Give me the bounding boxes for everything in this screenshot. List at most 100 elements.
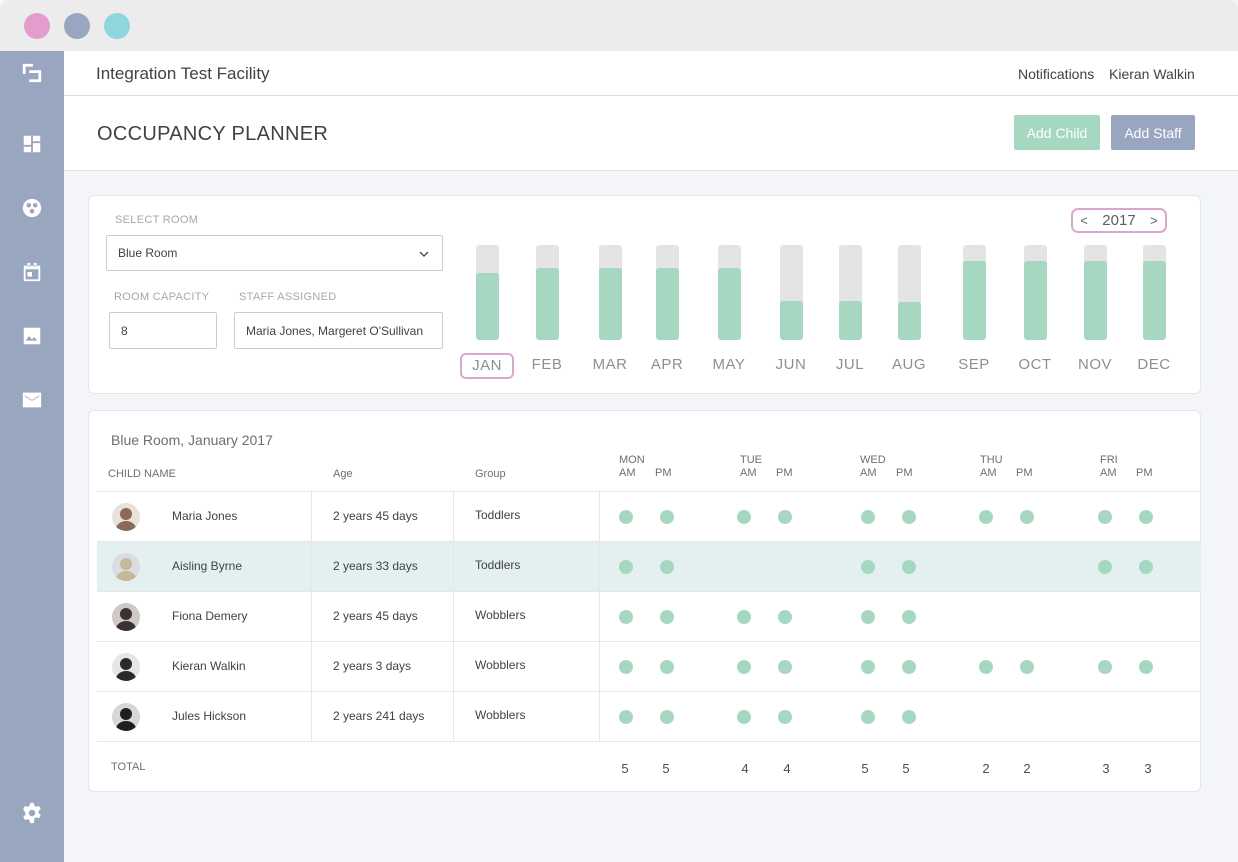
session-dot[interactable] bbox=[1020, 510, 1034, 524]
month-label-jan[interactable]: JAN bbox=[460, 353, 514, 379]
session-dot[interactable] bbox=[861, 510, 875, 524]
session-dot[interactable] bbox=[1139, 510, 1153, 524]
child-age: 2 years 45 days bbox=[333, 609, 418, 623]
image-icon[interactable] bbox=[20, 324, 44, 348]
session-dot[interactable] bbox=[619, 710, 633, 724]
table-row[interactable]: Aisling Byrne 2 years 33 days Toddlers bbox=[97, 541, 1201, 591]
session-dot[interactable] bbox=[737, 510, 751, 524]
staff-assigned-input[interactable]: Maria Jones, Margeret O'Sullivan bbox=[234, 312, 443, 349]
session-dot[interactable] bbox=[778, 510, 792, 524]
occupancy-bar-oct[interactable] bbox=[1024, 245, 1047, 340]
calendar-icon[interactable] bbox=[20, 260, 44, 284]
table-row[interactable]: Fiona Demery 2 years 45 days Wobblers bbox=[97, 591, 1201, 641]
session-dot[interactable] bbox=[660, 510, 674, 524]
occupancy-bar-feb[interactable] bbox=[536, 245, 559, 340]
room-select[interactable]: Blue Room bbox=[106, 235, 443, 271]
session-dot[interactable] bbox=[1098, 660, 1112, 674]
window-close-dot[interactable] bbox=[24, 13, 50, 39]
child-name[interactable]: Kieran Walkin bbox=[172, 659, 246, 673]
session-dot[interactable] bbox=[979, 510, 993, 524]
session-dot[interactable] bbox=[1098, 510, 1112, 524]
session-dot[interactable] bbox=[902, 610, 916, 624]
session-dot[interactable] bbox=[660, 610, 674, 624]
month-label-aug[interactable]: AUG bbox=[891, 356, 926, 373]
occupancy-bar-sep[interactable] bbox=[963, 245, 986, 340]
session-dot[interactable] bbox=[902, 560, 916, 574]
month-label-feb[interactable]: FEB bbox=[531, 356, 563, 373]
month-label-nov[interactable]: NOV bbox=[1077, 356, 1112, 373]
children-icon[interactable] bbox=[20, 196, 44, 220]
month-label-sep[interactable]: SEP bbox=[958, 356, 990, 373]
add-staff-button[interactable]: Add Staff bbox=[1111, 115, 1195, 150]
session-dot[interactable] bbox=[861, 610, 875, 624]
pm-header: PM bbox=[1016, 467, 1033, 479]
session-dot[interactable] bbox=[619, 610, 633, 624]
session-dot[interactable] bbox=[861, 560, 875, 574]
settings-icon[interactable] bbox=[20, 801, 44, 825]
table-row[interactable]: Maria Jones 2 years 45 days Toddlers bbox=[97, 491, 1201, 541]
session-dot[interactable] bbox=[619, 560, 633, 574]
occupancy-bar-jun[interactable] bbox=[780, 245, 803, 340]
column-divider bbox=[599, 491, 600, 741]
session-dot[interactable] bbox=[778, 660, 792, 674]
session-dot[interactable] bbox=[979, 660, 993, 674]
mail-icon[interactable] bbox=[20, 388, 44, 412]
session-dot[interactable] bbox=[778, 610, 792, 624]
session-dot[interactable] bbox=[1098, 560, 1112, 574]
window-minimize-dot[interactable] bbox=[64, 13, 90, 39]
occupancy-bar-mar[interactable] bbox=[599, 245, 622, 340]
session-dot[interactable] bbox=[619, 510, 633, 524]
child-name[interactable]: Fiona Demery bbox=[172, 609, 248, 623]
dashboard-icon[interactable] bbox=[20, 132, 44, 156]
occupancy-bar-may[interactable] bbox=[718, 245, 741, 340]
month-label-jul[interactable]: JUL bbox=[835, 356, 865, 373]
occupancy-bar-jan[interactable] bbox=[476, 245, 499, 340]
notifications-link[interactable]: Notifications bbox=[1018, 66, 1095, 82]
next-year-button[interactable]: > bbox=[1150, 213, 1158, 228]
month-label-mar[interactable]: MAR bbox=[592, 356, 628, 373]
session-dot[interactable] bbox=[861, 660, 875, 674]
occupancy-bar-dec[interactable] bbox=[1143, 245, 1166, 340]
session-dot[interactable] bbox=[902, 660, 916, 674]
avatar bbox=[112, 653, 140, 681]
session-dot[interactable] bbox=[660, 660, 674, 674]
session-total: 3 bbox=[1102, 761, 1110, 776]
session-total: 4 bbox=[741, 761, 749, 776]
child-name[interactable]: Aisling Byrne bbox=[172, 559, 243, 573]
add-child-button[interactable]: Add Child bbox=[1014, 115, 1100, 150]
session-dot[interactable] bbox=[778, 710, 792, 724]
child-name[interactable]: Jules Hickson bbox=[172, 709, 247, 723]
chevron-down-icon bbox=[419, 251, 429, 258]
month-label-jun[interactable]: JUN bbox=[775, 356, 807, 373]
child-name[interactable]: Maria Jones bbox=[172, 509, 238, 523]
month-label-may[interactable]: MAY bbox=[712, 356, 746, 373]
session-dot[interactable] bbox=[737, 610, 751, 624]
session-dot[interactable] bbox=[902, 710, 916, 724]
logo-icon[interactable] bbox=[20, 61, 44, 85]
room-capacity-input[interactable]: 8 bbox=[109, 312, 217, 349]
occupancy-bar-jul[interactable] bbox=[839, 245, 862, 340]
session-dot[interactable] bbox=[660, 710, 674, 724]
session-dot[interactable] bbox=[737, 660, 751, 674]
pm-header: PM bbox=[655, 467, 672, 479]
session-dot[interactable] bbox=[737, 710, 751, 724]
user-menu[interactable]: Kieran Walkin bbox=[1109, 66, 1195, 82]
session-dot[interactable] bbox=[902, 510, 916, 524]
window-maximize-dot[interactable] bbox=[104, 13, 130, 39]
session-dot[interactable] bbox=[619, 660, 633, 674]
occupancy-bar-aug[interactable] bbox=[898, 245, 921, 340]
session-dot[interactable] bbox=[1139, 560, 1153, 574]
month-label-oct[interactable]: OCT bbox=[1018, 356, 1052, 373]
session-dot[interactable] bbox=[1139, 660, 1153, 674]
child-age: 2 years 45 days bbox=[333, 509, 418, 523]
month-label-apr[interactable]: APR bbox=[650, 356, 684, 373]
month-label-dec[interactable]: DEC bbox=[1137, 356, 1171, 373]
session-dot[interactable] bbox=[1020, 660, 1034, 674]
table-row[interactable]: Jules Hickson 2 years 241 days Wobblers bbox=[97, 691, 1201, 741]
table-row[interactable]: Kieran Walkin 2 years 3 days Wobblers bbox=[97, 641, 1201, 691]
occupancy-bar-apr[interactable] bbox=[656, 245, 679, 340]
occupancy-bar-nov[interactable] bbox=[1084, 245, 1107, 340]
session-dot[interactable] bbox=[861, 710, 875, 724]
previous-year-button[interactable]: < bbox=[1080, 213, 1088, 228]
session-dot[interactable] bbox=[660, 560, 674, 574]
